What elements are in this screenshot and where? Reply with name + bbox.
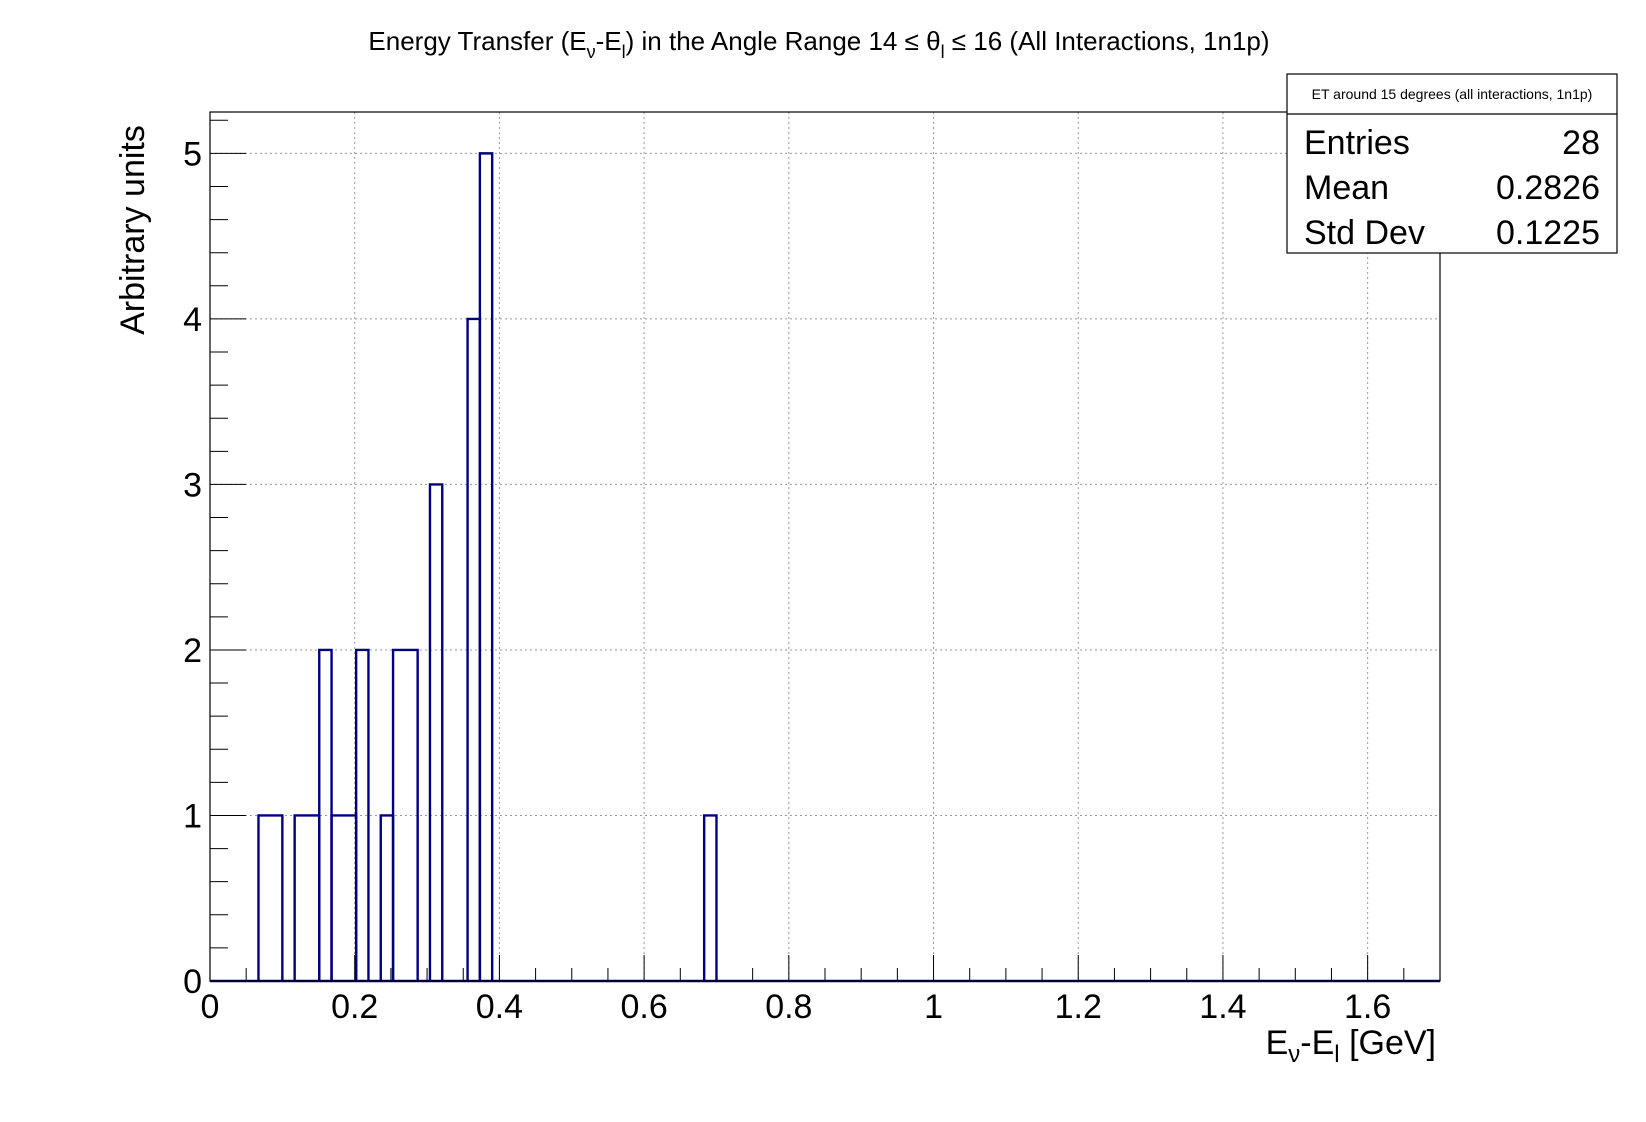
xlabel-part: E [1266,1024,1289,1062]
tick-labels-layer: 0 0.2 0.4 0.6 0.8 1 1.2 1.4 1.6 0 1 2 3 4 5 [183,135,1391,1026]
x-tick-label: 1.4 [1199,988,1246,1026]
y-tick-label: 2 [183,632,202,670]
x-tick-label: 0.2 [331,988,378,1026]
stats-entries-value: 28 [1562,124,1600,162]
title-sub-l: l [622,42,626,62]
histogram-bin [702,814,718,981]
stats-stddev-label: Std Dev [1304,214,1425,252]
xlabel-part: -E [1300,1024,1334,1062]
y-tick-label: 1 [183,797,202,835]
x-tick-label: 1 [924,988,943,1026]
x-tick-label: 0.6 [620,988,667,1026]
x-axis-label: Eν-El [GeV] [1266,1024,1436,1068]
title-part: -E [596,26,622,56]
stats-box-title: ET around 15 degrees (all interactions, … [1312,86,1593,102]
stats-box-frame [1286,73,1618,254]
xlabel-sub-nu: ν [1288,1041,1300,1068]
x-tick-label: 0.4 [476,988,523,1026]
histogram-bin [379,814,395,981]
title-part: ) in the Angle Range 14 ≤ θ [626,26,941,56]
histogram-bin [391,648,419,981]
histogram-bin [293,814,321,981]
stats-entries-label: Entries [1304,124,1410,162]
stats-mean-value: 0.2826 [1496,169,1600,207]
y-tick-label: 4 [183,301,202,339]
title-sub-nu: ν [587,42,596,62]
grid-layer [210,112,1440,981]
x-tick-label: 1.6 [1344,988,1391,1026]
x-tick-label: 1.2 [1055,988,1102,1026]
title-sub-theta: l [941,42,945,62]
stats-stddev-value: 0.1225 [1496,214,1600,252]
title-part: ≤ 16 (All Interactions, 1n1p) [945,26,1270,56]
ticks-layer [209,119,1441,982]
y-axis-label: Arbitrary units [114,125,152,335]
plot-frame [209,111,1441,982]
chart-title: Energy Transfer (Eν-El) in the Angle Ran… [368,26,1269,62]
y-tick-label: 3 [183,466,202,504]
histogram-bin [466,317,482,981]
bars-layer [210,152,1440,983]
histogram-bin [257,814,284,981]
xlabel-part: [GeV] [1340,1024,1436,1062]
title-part: Energy Transfer (E [368,26,586,56]
stats-box: ET around 15 degrees (all interactions, … [1286,73,1618,254]
histogram-bin [330,814,358,981]
stats-mean-label: Mean [1304,169,1389,207]
x-tick-label: 0.8 [765,988,812,1026]
histogram-bin [354,648,370,981]
y-tick-label: 0 [183,963,202,1001]
histogram-bin [478,152,494,981]
histogram-bin [428,483,444,981]
x-tick-label: 0 [201,988,220,1026]
y-tick-label: 5 [183,135,202,173]
xlabel-sub-l: l [1334,1041,1339,1068]
